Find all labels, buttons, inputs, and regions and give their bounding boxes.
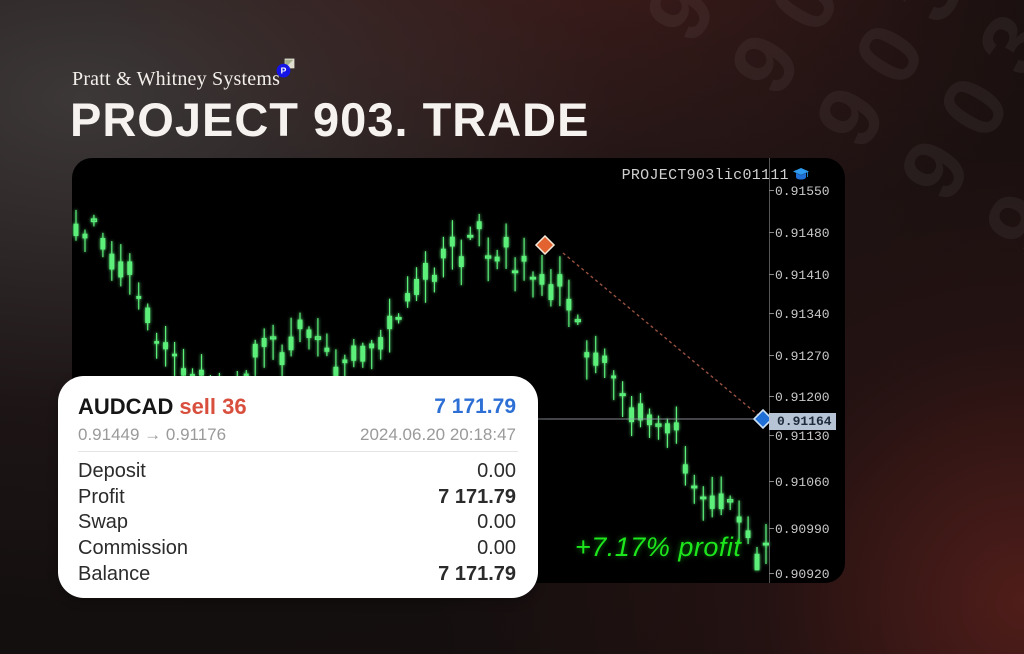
svg-text:P: P (281, 66, 287, 76)
